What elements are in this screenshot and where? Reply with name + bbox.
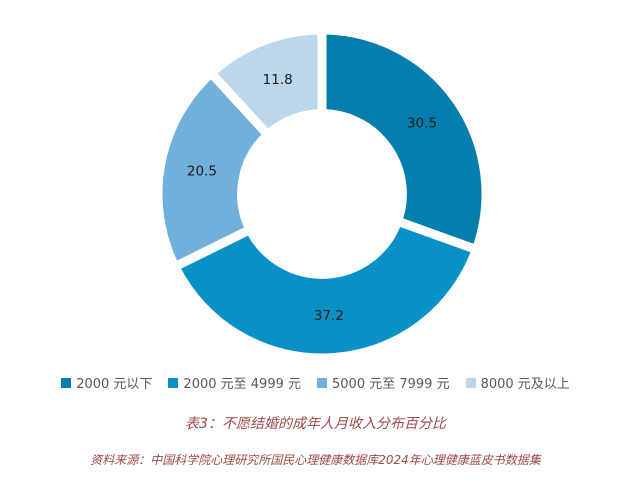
- donut-chart: 30.5 37.2 20.5 11.8: [153, 25, 491, 362]
- slice-value-label-2: 20.5: [187, 164, 217, 180]
- legend-item-under-2000: 2000 元以下: [61, 373, 152, 392]
- legend-swatch-2000-4999: [168, 377, 179, 388]
- chart-title: 表3：不愿结婚的成年人月收入分布百分比: [185, 416, 446, 432]
- donut-slice-1: [168, 215, 483, 362]
- legend-item-5000-7999: 5000 元至 7999 元: [317, 373, 450, 392]
- chart-source-note: 资料来源：中国科学院心理研究所国民心理健康数据库2024年心理健康蓝皮书数据集: [90, 453, 541, 467]
- donut-slice-3: [204, 25, 327, 142]
- legend-label: 5000 元至 7999 元: [332, 377, 450, 392]
- legend-item-2000-4999: 2000 元至 4999 元: [168, 373, 301, 392]
- donut-slice-2: [153, 66, 275, 273]
- legend-item-8000-plus: 8000 元及以上: [465, 373, 570, 392]
- slice-value-label-3: 11.8: [263, 72, 293, 88]
- donut-slice-0: [317, 25, 491, 256]
- legend-label: 2000 元至 4999 元: [183, 377, 301, 392]
- legend-swatch-under-2000: [61, 377, 72, 388]
- legend-label: 8000 元及以上: [480, 377, 570, 392]
- legend-swatch-5000-7999: [317, 377, 327, 388]
- chart-legend: 2000 元以下 2000 元至 4999 元 5000 元至 7999 元 8…: [0, 373, 631, 392]
- legend-label: 2000 元以下: [76, 377, 153, 392]
- slice-value-label-0: 30.5: [407, 116, 437, 132]
- slice-value-label-1: 37.2: [314, 308, 344, 324]
- legend-swatch-8000-plus: [465, 377, 476, 388]
